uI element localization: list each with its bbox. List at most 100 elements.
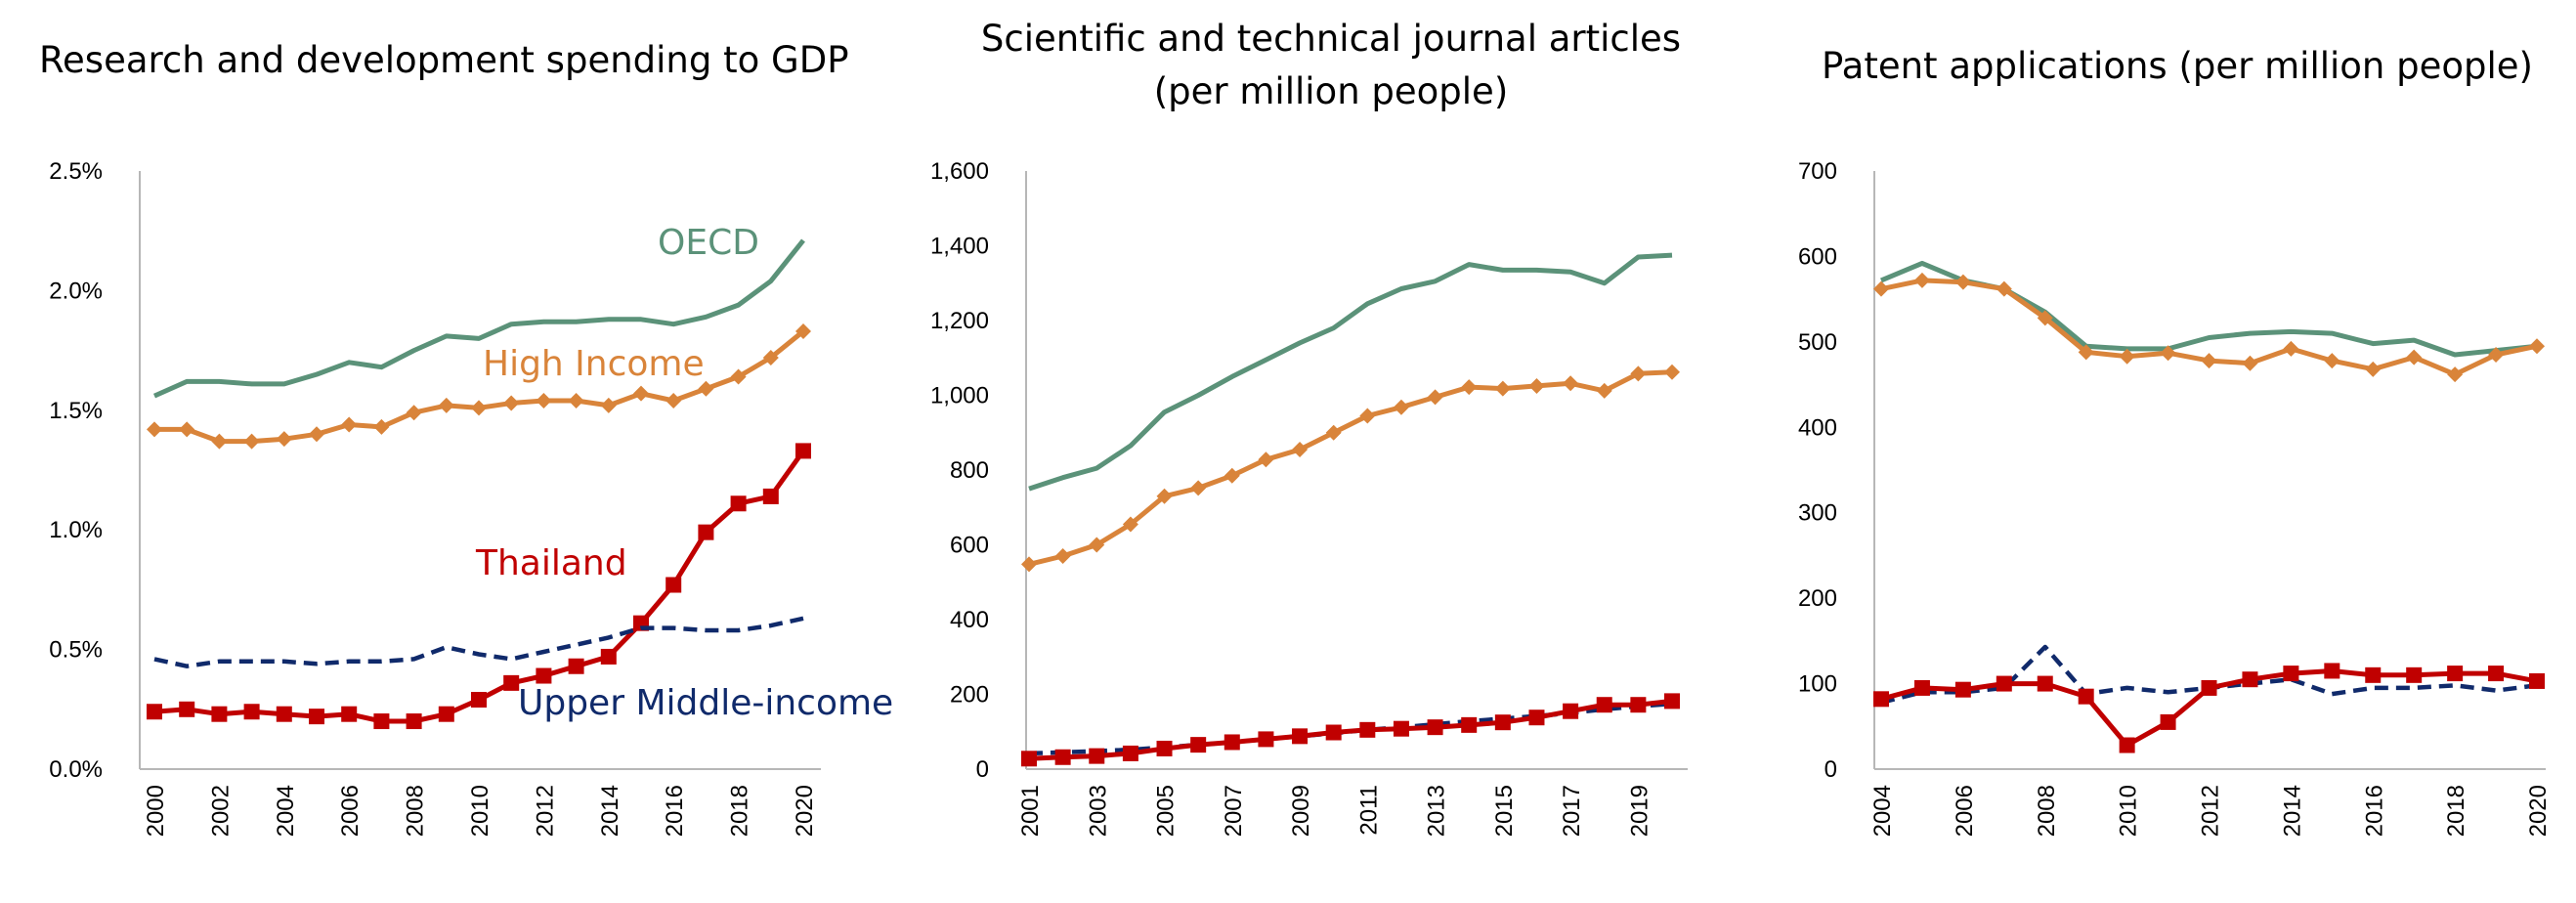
series-thailand <box>1021 693 1680 767</box>
data-point-thailand <box>568 658 584 674</box>
data-point-high-income <box>1494 380 1511 397</box>
data-point-high-income <box>2365 361 2382 377</box>
data-point-high-income <box>438 397 454 413</box>
x-tick-label: 2019 <box>1626 785 1653 837</box>
x-tick-label: 2020 <box>2525 785 2552 837</box>
data-point-thailand <box>276 706 292 722</box>
data-point-high-income <box>1224 467 1240 484</box>
data-point-high-income <box>600 397 617 413</box>
data-point-high-income <box>633 385 649 402</box>
y-tick-label: 800 <box>950 457 989 484</box>
data-point-high-income <box>1996 280 2012 297</box>
series-line-oecd <box>1028 252 1673 492</box>
data-point-high-income <box>1427 389 1443 406</box>
data-point-high-income <box>2406 349 2423 366</box>
x-tick-label: 2007 <box>1221 785 1247 837</box>
y-tick-label: 200 <box>1798 585 1837 612</box>
data-point-high-income <box>1292 441 1309 457</box>
data-point-thailand <box>1224 734 1240 751</box>
x-tick-label: 2004 <box>1869 785 1896 837</box>
data-point-thailand <box>147 704 162 720</box>
x-tick-label: 2005 <box>1153 785 1180 837</box>
y-tick-label: 0 <box>976 756 989 783</box>
data-point-high-income <box>1630 366 1647 382</box>
data-point-thailand <box>2160 713 2176 730</box>
x-tick-label: 2003 <box>1085 785 1111 837</box>
y-tick-label: 200 <box>950 682 989 709</box>
x-tick-label: 2006 <box>337 785 364 837</box>
data-point-thailand <box>2324 663 2340 679</box>
data-point-thailand <box>1664 693 1680 710</box>
data-point-high-income <box>1156 488 1173 504</box>
y-tick-label: 400 <box>1798 414 1837 441</box>
y-tick-label: 700 <box>1798 158 1837 185</box>
y-tick-label: 100 <box>1798 671 1837 698</box>
data-point-thailand <box>1913 679 1930 696</box>
x-tick-label: 2016 <box>662 785 688 837</box>
x-tick-label: 2012 <box>2198 785 2224 837</box>
series-upper-middle-income <box>153 616 804 668</box>
y-tick-label: 0.5% <box>49 637 103 664</box>
series-line-oecd <box>152 238 805 399</box>
data-point-high-income <box>406 405 422 421</box>
data-point-thailand <box>2037 675 2053 692</box>
y-tick-label: 400 <box>950 607 989 633</box>
data-point-high-income <box>1258 452 1274 468</box>
data-point-high-income <box>503 395 520 411</box>
data-point-high-income <box>1359 408 1376 424</box>
data-point-high-income <box>1596 382 1612 399</box>
x-tick-label: 2011 <box>1355 785 1382 836</box>
data-point-thailand <box>698 524 714 540</box>
journal-articles-chart: Scientific and technical journal article… <box>930 18 1688 837</box>
series-high-income <box>1021 364 1680 573</box>
data-point-high-income <box>1089 537 1105 553</box>
x-tick-label: 2014 <box>2279 785 2305 837</box>
data-point-thailand <box>438 706 454 722</box>
x-tick-label: 2013 <box>1424 785 1450 837</box>
series-oecd <box>1028 252 1673 492</box>
data-point-high-income <box>341 416 358 433</box>
data-point-thailand <box>503 674 520 691</box>
data-point-thailand <box>1996 675 2012 692</box>
data-point-thailand <box>373 713 390 730</box>
x-tick-label: 2008 <box>2034 785 2060 837</box>
data-point-high-income <box>1054 547 1071 564</box>
series-label-oecd: OECD <box>658 223 759 263</box>
x-tick-label: 2006 <box>1952 785 1978 837</box>
data-point-high-income <box>1563 375 1579 392</box>
series-label-thailand: Thailand <box>475 543 627 583</box>
data-point-high-income <box>1954 274 1971 290</box>
data-point-high-income <box>1913 272 1930 288</box>
data-point-thailand <box>1954 681 1971 698</box>
data-point-thailand <box>1393 720 1409 737</box>
x-tick-label: 2010 <box>2116 785 2142 837</box>
data-point-thailand <box>471 692 487 709</box>
data-point-thailand <box>1494 714 1511 731</box>
x-tick-label: 2001 <box>1017 785 1044 837</box>
series-line-high-income <box>1028 369 1673 567</box>
data-point-high-income <box>762 349 779 366</box>
y-tick-label: 300 <box>1798 500 1837 527</box>
data-point-thailand <box>1873 691 1889 708</box>
data-point-high-income <box>2078 344 2094 361</box>
x-tick-label: 2002 <box>207 785 234 837</box>
data-point-thailand <box>1325 724 1342 741</box>
x-tick-label: 2004 <box>273 785 299 837</box>
x-tick-label: 2010 <box>467 785 494 837</box>
data-point-high-income <box>1873 280 1889 297</box>
y-tick-label: 1,600 <box>930 158 989 185</box>
data-point-thailand <box>243 704 260 720</box>
data-point-high-income <box>1122 516 1138 533</box>
data-point-high-income <box>2324 353 2340 369</box>
x-tick-label: 2020 <box>792 785 818 837</box>
data-point-high-income <box>795 323 811 340</box>
data-point-thailand <box>1054 749 1071 765</box>
data-point-high-income <box>730 368 747 385</box>
y-tick-label: 500 <box>1798 329 1837 356</box>
data-point-thailand <box>1190 737 1207 753</box>
data-point-thailand <box>2529 672 2545 689</box>
y-tick-label: 1,400 <box>930 234 989 260</box>
data-point-high-income <box>1021 556 1037 573</box>
data-point-thailand <box>2078 688 2094 705</box>
chart-title: Patent applications (per million people) <box>1822 45 2533 87</box>
